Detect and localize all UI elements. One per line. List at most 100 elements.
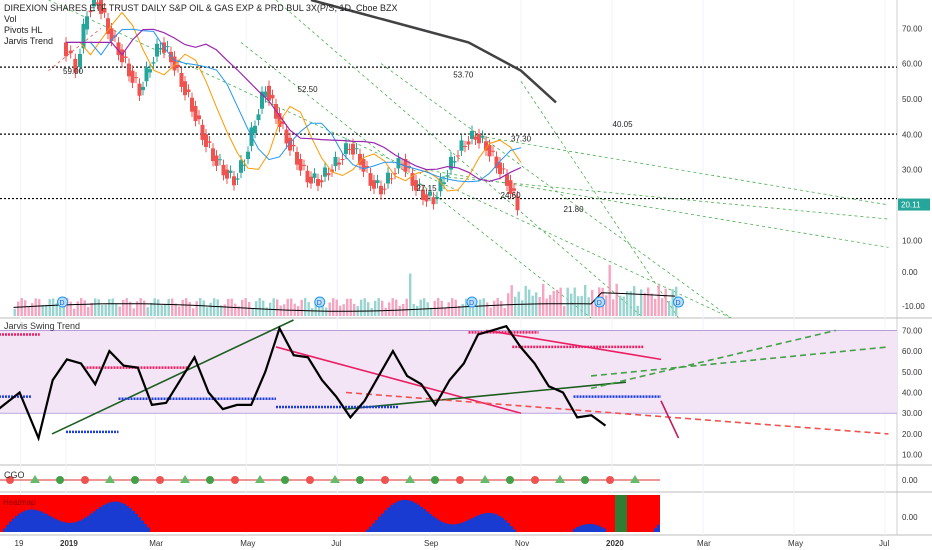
heatmap-bar bbox=[393, 503, 396, 532]
volume-bar bbox=[514, 296, 517, 316]
candle bbox=[151, 62, 156, 64]
volume-bar bbox=[531, 295, 534, 316]
volume-bar bbox=[136, 301, 139, 316]
heatmap-green-band bbox=[615, 495, 627, 532]
swing-trend-line bbox=[345, 381, 627, 410]
heatmap-bar bbox=[63, 522, 66, 532]
volume-bar bbox=[244, 298, 247, 316]
indicator-vol-label: Vol bbox=[4, 14, 17, 24]
volume-bar bbox=[458, 305, 461, 316]
candle bbox=[358, 153, 362, 165]
pivot-label: 53.70 bbox=[453, 71, 474, 80]
candle bbox=[239, 160, 243, 173]
heatmap-bar bbox=[480, 514, 483, 532]
candle bbox=[85, 16, 89, 30]
volume-bar bbox=[41, 304, 44, 316]
heatmap-bar bbox=[432, 516, 435, 532]
heatmap-bar bbox=[456, 523, 459, 532]
volume-bar bbox=[118, 306, 121, 316]
heatmap-bar bbox=[15, 515, 18, 532]
candle bbox=[204, 134, 208, 147]
volume-bar bbox=[605, 295, 608, 316]
heatmap-bar bbox=[468, 519, 471, 532]
candle bbox=[183, 81, 187, 96]
volume-bar bbox=[300, 299, 303, 316]
heatmap-bar bbox=[492, 513, 495, 532]
volume-bar bbox=[388, 302, 391, 316]
candle bbox=[186, 89, 191, 93]
dividend-marker bbox=[673, 296, 684, 308]
candle bbox=[456, 155, 460, 157]
price-axis-column bbox=[897, 0, 932, 550]
volume-bar bbox=[146, 307, 149, 316]
candle bbox=[452, 161, 457, 163]
volume-bar bbox=[384, 307, 387, 316]
x-tick-label: Nov bbox=[515, 539, 529, 548]
price-y-tick: 10.00 bbox=[902, 236, 923, 245]
candle bbox=[102, 8, 107, 13]
volume-bar bbox=[577, 296, 580, 316]
candle bbox=[253, 125, 257, 134]
volume-bar bbox=[353, 303, 356, 316]
dividend-marker-label: D bbox=[597, 300, 602, 307]
volume-bar bbox=[475, 305, 478, 316]
pivot-label: 59.00 bbox=[63, 67, 84, 76]
oscillator-dot bbox=[56, 476, 64, 484]
heatmap-bar bbox=[90, 513, 93, 532]
volume-bar bbox=[216, 299, 219, 316]
volume-bar bbox=[374, 300, 377, 316]
x-tick-label: May bbox=[240, 539, 255, 548]
volume-bar bbox=[566, 287, 569, 316]
heatmap-bar bbox=[459, 523, 462, 532]
candle bbox=[148, 69, 152, 73]
heatmap-bar bbox=[105, 503, 108, 532]
heatmap-bar bbox=[507, 522, 510, 532]
heatmap-bar bbox=[120, 502, 123, 532]
volume-bar bbox=[503, 308, 506, 316]
heatmap-bar bbox=[405, 499, 408, 532]
candle bbox=[431, 197, 436, 205]
candle bbox=[73, 58, 78, 73]
candle bbox=[288, 137, 292, 151]
volume-bar bbox=[234, 303, 237, 316]
x-tick-label: Sep bbox=[424, 539, 439, 548]
heatmap-bar bbox=[513, 529, 516, 532]
candle bbox=[200, 124, 205, 140]
oscillator-dot bbox=[81, 476, 89, 484]
volume-bar bbox=[654, 298, 657, 316]
volume-bar bbox=[468, 298, 471, 316]
price-y-tick: 40.00 bbox=[902, 130, 923, 139]
volume-bar bbox=[412, 303, 415, 316]
volume-bar bbox=[619, 295, 622, 316]
pivot-label: 40.05 bbox=[613, 120, 634, 129]
x-tick-label: Mar bbox=[697, 539, 711, 548]
volume-bar bbox=[188, 301, 191, 316]
dividend-marker bbox=[57, 296, 68, 308]
candle bbox=[291, 144, 296, 147]
heatmap-bar bbox=[576, 527, 579, 532]
candle bbox=[267, 85, 271, 101]
volume-bar bbox=[174, 303, 177, 316]
indicator-jarvis-label: Jarvis Trend bbox=[4, 36, 54, 46]
candle bbox=[260, 91, 264, 109]
volume-bar bbox=[482, 298, 485, 316]
candle bbox=[515, 196, 520, 211]
volume-bar bbox=[629, 291, 632, 316]
heatmap-bar bbox=[453, 524, 456, 532]
oscillator-dot bbox=[606, 476, 614, 484]
candle bbox=[169, 51, 173, 63]
volume-bar bbox=[671, 289, 674, 316]
volume-bar bbox=[370, 307, 373, 316]
volume-bar bbox=[405, 298, 408, 316]
heatmap-bar bbox=[12, 518, 15, 532]
volume-bar bbox=[132, 308, 135, 316]
oscillator-dot bbox=[131, 476, 139, 484]
oscillator-up-marker bbox=[105, 475, 115, 483]
candle bbox=[333, 156, 338, 167]
swing-y-tick: 30.00 bbox=[902, 409, 923, 418]
heatmap-title: Heatmap bbox=[3, 498, 36, 507]
heatmap-bar bbox=[381, 513, 384, 532]
oscillator-dot bbox=[506, 476, 514, 484]
